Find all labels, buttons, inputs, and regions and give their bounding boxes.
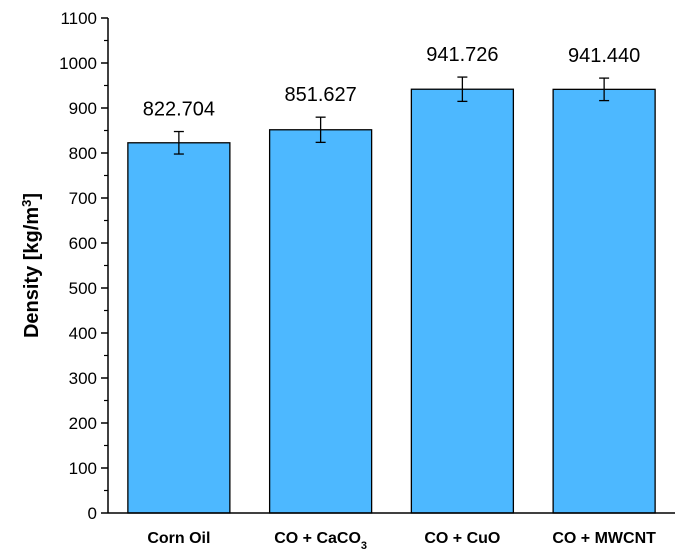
- y-axis-ticks: 0 100 200 300 400 500 600 700 800 900 1000 1100: [59, 9, 108, 523]
- y-tick-label: 600: [69, 234, 97, 253]
- y-tick-label: 1000: [59, 54, 97, 73]
- x-tick-label: CO + MWCNT: [552, 530, 656, 547]
- y-axis-label-suffix: ]: [21, 193, 43, 200]
- y-axis-label: Density [kg/m3]: [19, 193, 44, 338]
- y-tick-label: 500: [69, 279, 97, 298]
- y-axis-label-superscript: 3: [19, 200, 34, 207]
- x-tick-label: CO + CaCO3: [274, 530, 367, 552]
- bar: [552, 88, 656, 514]
- bars: [127, 88, 656, 514]
- y-tick-label: 200: [69, 414, 97, 433]
- x-tick-label: CO + CuO: [424, 530, 500, 547]
- error-bar: [457, 76, 468, 103]
- value-label: 851.627: [284, 84, 356, 106]
- error-bars: [173, 76, 610, 155]
- y-tick-label: 1100: [60, 9, 97, 28]
- bar: [127, 142, 231, 514]
- y-axis-label-main: Density [kg/m: [21, 207, 43, 338]
- y-tick-label: 400: [69, 324, 97, 343]
- error-bar: [599, 77, 610, 102]
- x-tick-label: Corn Oil: [147, 530, 210, 547]
- y-tick-label: 900: [69, 99, 97, 118]
- y-tick-label: 300: [69, 369, 97, 388]
- error-bar: [315, 116, 326, 144]
- y-tick-label: 700: [69, 189, 97, 208]
- bar: [410, 88, 515, 514]
- value-labels: 822.704 851.627 941.726 941.440: [143, 44, 641, 120]
- x-axis-labels: Corn Oil CO + CaCO3 CO + CuO CO + MWCNT: [147, 530, 656, 552]
- y-tick-label: 800: [69, 144, 97, 163]
- value-label: 941.726: [426, 44, 498, 66]
- error-bar: [173, 130, 184, 155]
- value-label: 941.440: [568, 45, 640, 67]
- bar: [268, 129, 373, 514]
- value-label: 822.704: [143, 99, 215, 121]
- y-tick-label: 100: [69, 459, 97, 478]
- y-tick-label: 0: [88, 504, 97, 523]
